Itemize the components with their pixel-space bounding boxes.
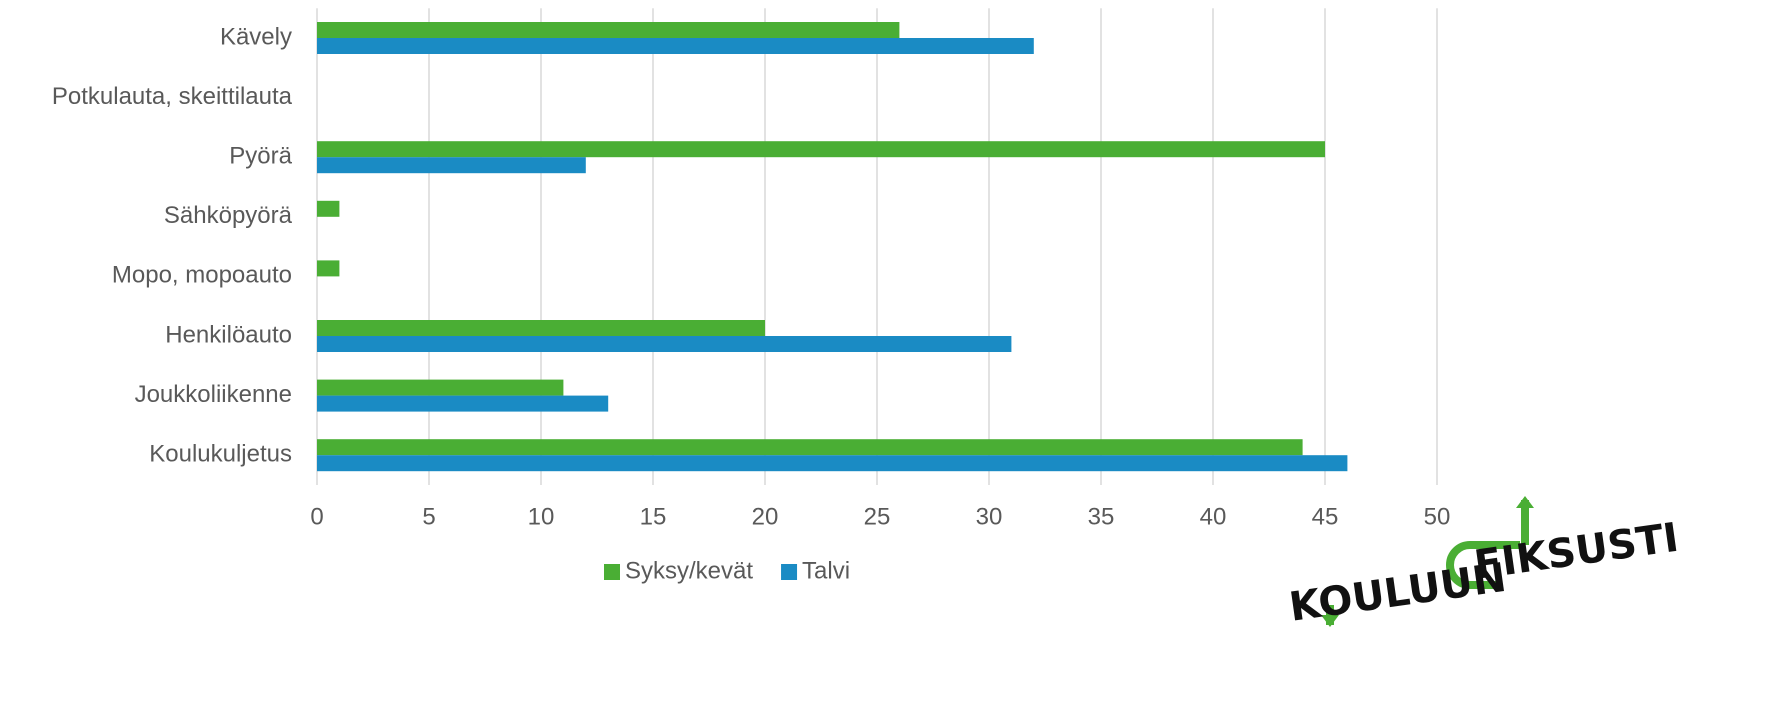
x-tick-label: 0 bbox=[310, 503, 323, 530]
bar bbox=[317, 395, 609, 412]
x-tick-label: 20 bbox=[752, 503, 779, 530]
legend-label: Talvi bbox=[802, 557, 850, 584]
x-tick-label: 35 bbox=[1088, 503, 1115, 530]
bar bbox=[317, 157, 586, 174]
y-tick-label: Henkilöauto bbox=[165, 321, 292, 348]
x-tick-label: 40 bbox=[1200, 503, 1227, 530]
x-tick-label: 15 bbox=[640, 503, 667, 530]
legend-label: Syksy/kevät bbox=[625, 557, 753, 584]
y-tick-label: Potkulauta, skeittilauta bbox=[52, 83, 293, 110]
bar bbox=[317, 141, 1325, 158]
y-tick-label: Sähköpyörä bbox=[164, 202, 293, 229]
bar bbox=[317, 439, 1303, 456]
bar bbox=[317, 38, 1034, 54]
bar bbox=[317, 320, 765, 336]
bar bbox=[317, 379, 564, 396]
y-tick-label: Joukkoliikenne bbox=[135, 381, 292, 408]
y-tick-label: Kävely bbox=[220, 23, 292, 50]
logo-text: KOULUUN bbox=[1287, 555, 1509, 631]
legend-swatch bbox=[604, 564, 620, 580]
x-tick-label: 30 bbox=[976, 503, 1003, 530]
x-tick-label: 45 bbox=[1312, 503, 1339, 530]
x-tick-label: 25 bbox=[864, 503, 891, 530]
y-tick-label: Koulukuljetus bbox=[149, 441, 292, 468]
x-tick-label: 5 bbox=[422, 503, 435, 530]
y-tick-label: Mopo, mopoauto bbox=[112, 262, 292, 289]
x-tick-label: 10 bbox=[528, 503, 555, 530]
legend-swatch bbox=[781, 564, 798, 580]
bar bbox=[317, 200, 340, 217]
bar bbox=[317, 336, 1012, 352]
y-tick-label: Pyörä bbox=[229, 143, 292, 170]
x-tick-label: 50 bbox=[1424, 503, 1451, 530]
bar bbox=[317, 22, 900, 38]
bar bbox=[317, 455, 1348, 472]
bar bbox=[317, 260, 340, 277]
logo: FIKSUSTI KOULUUN bbox=[1287, 496, 1681, 631]
